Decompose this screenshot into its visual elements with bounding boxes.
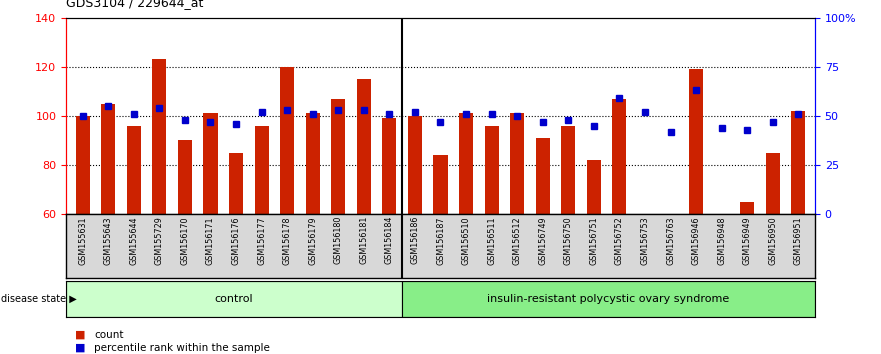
Text: GSM156749: GSM156749 — [538, 216, 547, 265]
Text: ■: ■ — [75, 343, 85, 353]
Text: GSM156177: GSM156177 — [257, 216, 266, 265]
Text: GSM156951: GSM156951 — [794, 216, 803, 265]
Text: GSM156180: GSM156180 — [334, 216, 343, 264]
Text: count: count — [94, 330, 123, 339]
Bar — [766, 153, 780, 214]
Bar — [229, 153, 243, 214]
Text: GSM156178: GSM156178 — [283, 216, 292, 264]
Text: GSM156950: GSM156950 — [768, 216, 777, 265]
Text: GSM156186: GSM156186 — [411, 216, 419, 264]
Text: GSM156510: GSM156510 — [462, 216, 470, 264]
Bar — [76, 116, 90, 214]
Bar — [152, 59, 167, 214]
Text: GSM156751: GSM156751 — [589, 216, 598, 265]
Text: GDS3104 / 229644_at: GDS3104 / 229644_at — [66, 0, 204, 9]
Bar — [459, 114, 473, 214]
Text: GSM156763: GSM156763 — [666, 216, 675, 264]
Bar — [714, 214, 729, 298]
Text: ■: ■ — [75, 330, 85, 339]
Text: percentile rank within the sample: percentile rank within the sample — [94, 343, 270, 353]
Bar — [306, 114, 320, 214]
Bar — [612, 99, 626, 214]
Text: GSM156948: GSM156948 — [717, 216, 726, 264]
Text: GSM155644: GSM155644 — [130, 216, 138, 264]
Bar — [561, 126, 575, 214]
Text: insulin-resistant polycystic ovary syndrome: insulin-resistant polycystic ovary syndr… — [487, 294, 729, 304]
Bar — [485, 126, 499, 214]
Bar — [66, 281, 402, 317]
Text: GSM156171: GSM156171 — [206, 216, 215, 264]
Bar — [740, 202, 754, 214]
Text: GSM156184: GSM156184 — [385, 216, 394, 264]
Text: disease state ▶: disease state ▶ — [1, 294, 77, 304]
Text: GSM156511: GSM156511 — [487, 216, 496, 264]
Text: GSM156170: GSM156170 — [181, 216, 189, 264]
Text: GSM156181: GSM156181 — [359, 216, 368, 264]
Bar — [638, 214, 652, 236]
Text: GSM156176: GSM156176 — [232, 216, 241, 264]
Text: GSM156512: GSM156512 — [513, 216, 522, 265]
Text: GSM156753: GSM156753 — [640, 216, 649, 265]
Bar — [204, 114, 218, 214]
Bar — [331, 99, 345, 214]
Bar — [408, 116, 422, 214]
Bar — [791, 111, 805, 214]
Text: GSM156187: GSM156187 — [436, 216, 445, 264]
Bar — [382, 118, 396, 214]
Bar — [101, 104, 115, 214]
Text: GSM155729: GSM155729 — [155, 216, 164, 265]
Bar — [127, 126, 141, 214]
Text: GSM155631: GSM155631 — [78, 216, 87, 264]
Bar — [536, 138, 550, 214]
Text: GSM156750: GSM156750 — [564, 216, 573, 265]
Bar — [689, 69, 703, 214]
Text: GSM156949: GSM156949 — [743, 216, 751, 265]
Text: GSM156946: GSM156946 — [692, 216, 700, 264]
Bar — [587, 160, 601, 214]
Bar — [402, 281, 815, 317]
Text: control: control — [215, 294, 253, 304]
Bar — [178, 141, 192, 214]
Bar — [510, 114, 524, 214]
Bar — [357, 79, 371, 214]
Text: GSM155643: GSM155643 — [104, 216, 113, 264]
Bar — [280, 67, 294, 214]
Bar — [663, 214, 677, 312]
Text: GSM156179: GSM156179 — [308, 216, 317, 265]
Text: GSM156752: GSM156752 — [615, 216, 624, 265]
Bar — [255, 126, 269, 214]
Bar — [433, 155, 448, 214]
